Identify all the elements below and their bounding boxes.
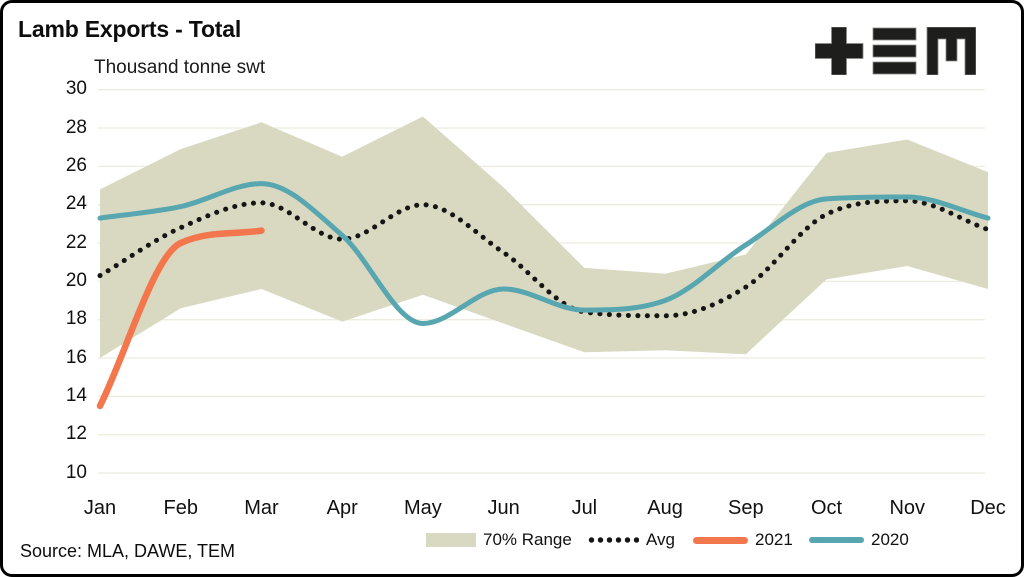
chart-series — [96, 116, 991, 410]
y-axis-tick-label: 14 — [65, 384, 87, 406]
range-swatch — [426, 533, 476, 547]
y-axis-tick-label: 30 — [65, 78, 87, 100]
chart-canvas — [96, 89, 991, 474]
y-axis-units-label: Thousand tonne swt — [91, 57, 272, 83]
x-axis-tick-label: Jan — [83, 497, 117, 519]
line-avg — [97, 198, 991, 319]
y-axis-tick-label: 18 — [65, 308, 87, 330]
page-title: Lamb Exports - Total — [18, 16, 242, 42]
x-axis-tick-label: Mar — [244, 497, 279, 519]
x-axis-tick-label: Feb — [163, 497, 198, 519]
legend-label-avg: Avg — [646, 530, 675, 549]
legend-label-range: 70% Range — [483, 530, 572, 549]
x-axis-tick-label: Nov — [889, 497, 926, 519]
x-axis-tick-label: May — [404, 497, 442, 519]
line-2021 — [96, 227, 265, 410]
y-axis-tick-label: 28 — [65, 116, 87, 138]
logo-plus-icon — [814, 26, 864, 76]
y-axis-tick-label: 24 — [65, 193, 87, 215]
y-axis-tick-label: 20 — [65, 269, 87, 291]
x-axis-tick-label: Sep — [728, 497, 764, 519]
avg-dots-swatch — [587, 537, 639, 543]
y-axis-tick-label: 10 — [65, 461, 87, 483]
legend-label-2020: 2020 — [871, 530, 909, 549]
y-axis-tick-label: 22 — [65, 231, 87, 253]
x-axis-tick-label: Apr — [326, 497, 358, 519]
x-axis-tick-label: Dec — [970, 497, 1006, 519]
legend-item-2020: 2020 — [809, 527, 909, 553]
tem-logo — [814, 26, 977, 80]
x-axis-tick-label: Aug — [647, 497, 683, 519]
line-2020-swatch — [809, 537, 864, 543]
y-axis-tick-label: 16 — [65, 346, 87, 368]
legend-label-2021: 2021 — [755, 530, 793, 549]
y-axis-tick-label: 26 — [65, 154, 87, 176]
legend-item-avg: Avg — [587, 527, 675, 553]
logo-m-icon — [926, 26, 977, 76]
x-axis-tick-label: Oct — [810, 497, 843, 519]
band-70pct-range — [100, 116, 988, 358]
y-axis-tick-label: 12 — [65, 423, 87, 445]
legend-item-2021: 2021 — [693, 527, 793, 553]
line-2021-swatch — [693, 536, 748, 544]
logo-bars-icon — [872, 27, 917, 75]
tem-logo-icon — [814, 26, 977, 76]
x-axis-tick-label: Jun — [487, 497, 520, 519]
source-note: Source: MLA, DAWE, TEM — [20, 541, 236, 561]
legend-item-range: 70% Range — [426, 527, 572, 553]
x-axis-tick-label: Jul — [571, 497, 598, 519]
line-2020 — [97, 181, 991, 327]
